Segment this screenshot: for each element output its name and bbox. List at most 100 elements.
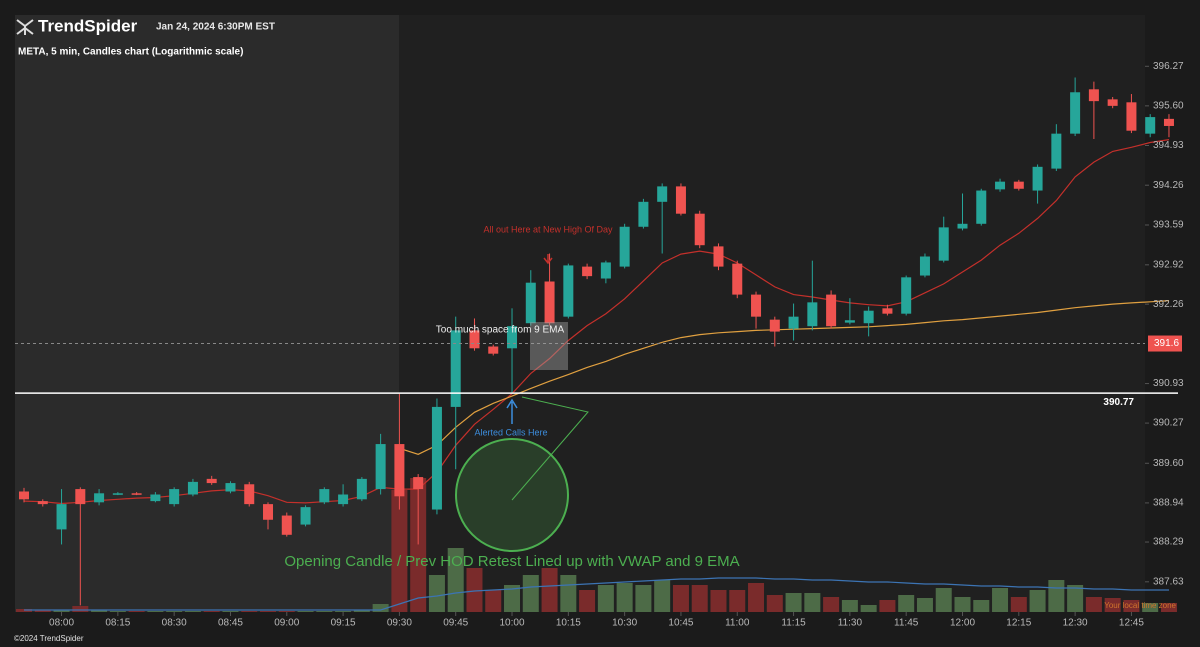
volume-bar <box>428 575 445 612</box>
volume-bar <box>91 610 108 612</box>
y-tick-label: 389.60 <box>1153 458 1184 469</box>
x-tick-label: 11:00 <box>725 618 750 629</box>
volume-bar <box>353 610 370 612</box>
volume-bar <box>203 611 220 612</box>
candle-body <box>713 246 724 267</box>
x-tick-label: 08:45 <box>218 618 243 629</box>
x-tick-label: 11:15 <box>781 618 806 629</box>
candle-body <box>807 302 818 327</box>
candle-body <box>732 263 743 295</box>
volume-bar <box>109 611 126 612</box>
volume-bar <box>1048 580 1065 612</box>
candle-body <box>826 294 837 327</box>
volume-bar <box>316 611 333 612</box>
volume-bar <box>1067 585 1084 612</box>
candle-body <box>788 316 799 329</box>
volume-bar <box>53 610 70 612</box>
candle-body <box>995 181 1006 190</box>
candles <box>19 77 1174 606</box>
volume-bar <box>541 568 558 612</box>
volume-bar <box>297 611 314 612</box>
x-tick-label: 09:30 <box>387 618 412 629</box>
candle-body <box>751 294 762 317</box>
volume-bar <box>823 597 840 612</box>
x-tick-label: 09:00 <box>274 618 299 629</box>
level-label: 390.77 <box>1103 397 1134 408</box>
annotation-circle <box>455 438 569 552</box>
candle-body <box>1070 92 1081 134</box>
x-tick-label: 09:45 <box>443 618 468 629</box>
candle-body <box>1126 102 1137 131</box>
candle-body <box>431 406 442 510</box>
volume-bar <box>278 611 295 612</box>
candle-body <box>657 186 668 202</box>
volume-bar <box>522 575 539 612</box>
volume-bar <box>597 585 614 612</box>
candle-body <box>919 256 930 276</box>
volume-bar <box>241 611 258 612</box>
volume-bar <box>691 585 708 612</box>
candle-body <box>206 478 217 484</box>
y-tick-label: 392.26 <box>1153 299 1184 310</box>
candle-body <box>938 227 949 261</box>
volume-bar <box>34 610 51 612</box>
y-tick-label: 387.63 <box>1153 576 1184 587</box>
candle-body <box>844 320 855 323</box>
volume-bar <box>579 590 596 612</box>
candle-body <box>413 477 424 490</box>
annotation-line <box>511 396 589 501</box>
indicator-lines <box>23 139 1170 505</box>
candle-body <box>507 326 518 349</box>
volume-bar <box>1029 590 1046 612</box>
volume-bar <box>616 583 633 612</box>
levels: 390.77 391.6 <box>15 335 1182 408</box>
candle-body <box>1032 166 1043 191</box>
y-tick-label: 396.27 <box>1153 61 1184 72</box>
candle-body <box>75 489 86 505</box>
candle-body <box>37 501 48 505</box>
volume-bar <box>560 575 577 612</box>
volume-bar <box>729 590 746 612</box>
volume-bar <box>504 585 521 612</box>
x-tick-label: 10:00 <box>500 618 525 629</box>
annotation-arrow <box>506 398 518 424</box>
volume-bar <box>879 600 896 612</box>
x-tick-label: 12:45 <box>1119 618 1144 629</box>
candle-body <box>1163 118 1174 126</box>
last-price-label: 391.6 <box>1154 338 1179 349</box>
volume-bar <box>748 583 765 612</box>
volume-bar <box>485 590 502 612</box>
x-tick-label: 10:30 <box>612 618 637 629</box>
volume-bar <box>222 611 239 612</box>
candle-body <box>525 282 536 324</box>
candle-body <box>375 444 386 490</box>
candle-body <box>1013 181 1024 189</box>
x-tick-label: 11:45 <box>894 618 919 629</box>
annotation: Too much space from 9 EMA <box>436 325 565 336</box>
candle-body <box>957 223 968 229</box>
annotation: Opening Candle / Prev HOD Retest Lined u… <box>284 553 739 570</box>
candle-body <box>394 444 405 497</box>
y-tick-label: 388.29 <box>1153 537 1184 548</box>
logo-icon <box>16 19 34 35</box>
volume-bar <box>466 568 483 612</box>
candle-body <box>187 481 198 495</box>
volume-ma-line <box>24 577 1169 611</box>
chart-title: META, 5 min, Candles chart (Logarithmic … <box>18 47 243 58</box>
volume-bar <box>766 595 783 612</box>
volume-bar <box>72 606 89 612</box>
y-tick-label: 394.26 <box>1153 180 1184 191</box>
volume-bar <box>1010 597 1027 612</box>
candle-body <box>469 330 480 349</box>
candle-body <box>488 346 499 354</box>
candle-body <box>619 226 630 267</box>
candle-body <box>94 493 105 503</box>
candle-body <box>131 493 142 495</box>
candle-body <box>882 308 893 314</box>
volume-bar <box>860 605 877 612</box>
x-tick-label: 08:00 <box>49 618 74 629</box>
candle-body <box>281 515 292 535</box>
annotation: All out Here at New High Of Day <box>483 224 613 234</box>
volume-bar <box>785 593 802 612</box>
x-tick-label: 08:30 <box>162 618 187 629</box>
